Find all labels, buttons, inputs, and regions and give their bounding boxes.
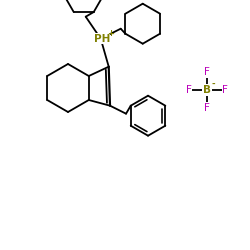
Text: PH: PH xyxy=(94,34,110,44)
Text: B: B xyxy=(203,85,211,95)
Text: F: F xyxy=(186,85,192,95)
Text: -: - xyxy=(211,80,215,88)
Text: F: F xyxy=(204,103,210,113)
Text: +: + xyxy=(107,29,114,38)
Text: F: F xyxy=(204,67,210,77)
Text: F: F xyxy=(222,85,228,95)
